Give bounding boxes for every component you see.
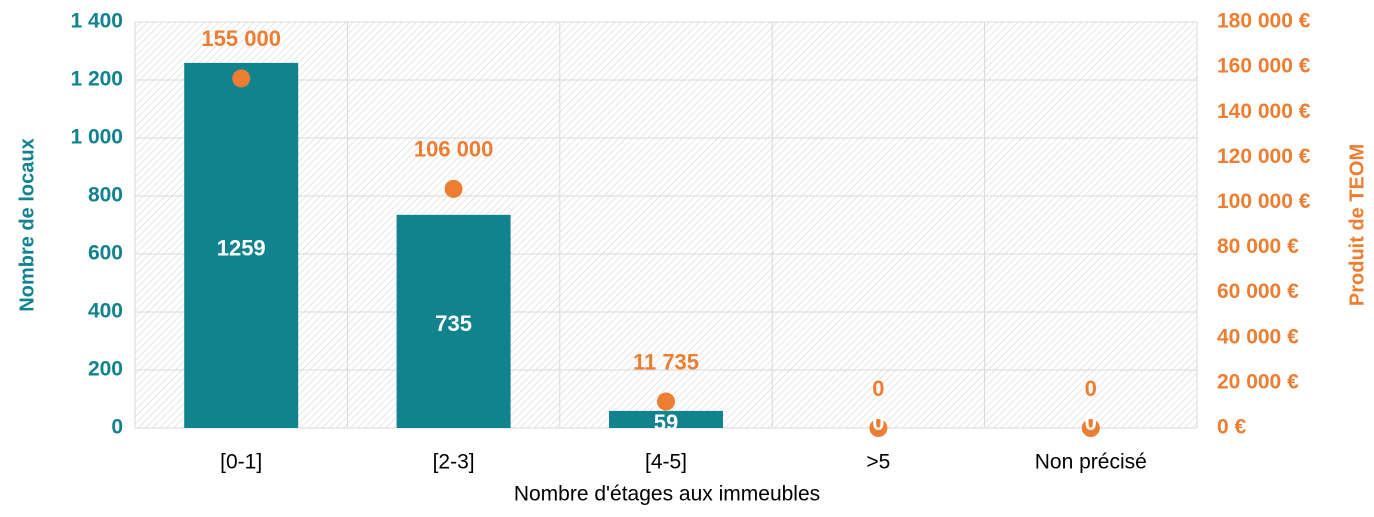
y-tick-label: 0 xyxy=(111,416,123,439)
dot xyxy=(657,392,675,411)
bar-label: 59 xyxy=(654,410,678,435)
x-tick-label: >5 xyxy=(866,451,890,474)
y2-tick-label: 60 000 € xyxy=(1217,280,1299,303)
y-tick-label: 400 xyxy=(88,300,123,323)
dot-label: 106 000 xyxy=(414,137,494,162)
x-tick-label: [0-1] xyxy=(220,451,262,474)
dot xyxy=(232,69,251,88)
bar xyxy=(609,410,723,428)
y2-axis-title: Produit de TEOM xyxy=(1346,144,1368,306)
y2-tick-label: 80 000 € xyxy=(1217,235,1299,258)
y2-tick-label: 180 000 € xyxy=(1217,10,1311,33)
plot-background xyxy=(135,22,1197,428)
dot xyxy=(1081,419,1100,437)
dot-label: 0 xyxy=(872,376,884,401)
bar-label: 0 xyxy=(1085,410,1097,435)
dot xyxy=(444,179,463,198)
dot-label: 0 xyxy=(1085,376,1097,401)
y2-tick-label: 160 000 € xyxy=(1217,55,1311,78)
y2-tick-label: 140 000 € xyxy=(1217,100,1311,123)
y-tick-label: 1 000 xyxy=(70,126,123,149)
y2-tick-label: 20 000 € xyxy=(1217,370,1299,393)
x-axis-title: Nombre d'étages aux immeubles xyxy=(514,483,820,506)
x-tick-label: Non précisé xyxy=(1035,451,1147,474)
y2-tick-label: 100 000 € xyxy=(1217,190,1311,213)
y-tick-label: 600 xyxy=(88,242,123,265)
y2-tick-label: 120 000 € xyxy=(1217,145,1311,168)
bar-label: 0 xyxy=(872,410,884,435)
y-tick-label: 200 xyxy=(88,358,123,381)
dot-label: 11 735 xyxy=(633,349,699,374)
y-axis-title: Nombre de locaux xyxy=(16,138,38,311)
y2-tick-label: 40 000 € xyxy=(1217,325,1299,348)
dot xyxy=(869,419,888,437)
bar-label: 735 xyxy=(435,311,472,336)
bar xyxy=(396,214,511,428)
bar-label: 1259 xyxy=(217,235,266,260)
x-tick-label: [4-5] xyxy=(645,451,687,474)
bar xyxy=(184,62,299,428)
y2-tick-label: 0 € xyxy=(1217,416,1247,439)
y-tick-label: 1 200 xyxy=(70,68,123,91)
dot-label: 155 000 xyxy=(201,26,281,51)
y-tick-label: 1 400 xyxy=(70,10,123,33)
x-tick-label: [2-3] xyxy=(433,451,475,474)
y-tick-label: 800 xyxy=(88,184,123,207)
